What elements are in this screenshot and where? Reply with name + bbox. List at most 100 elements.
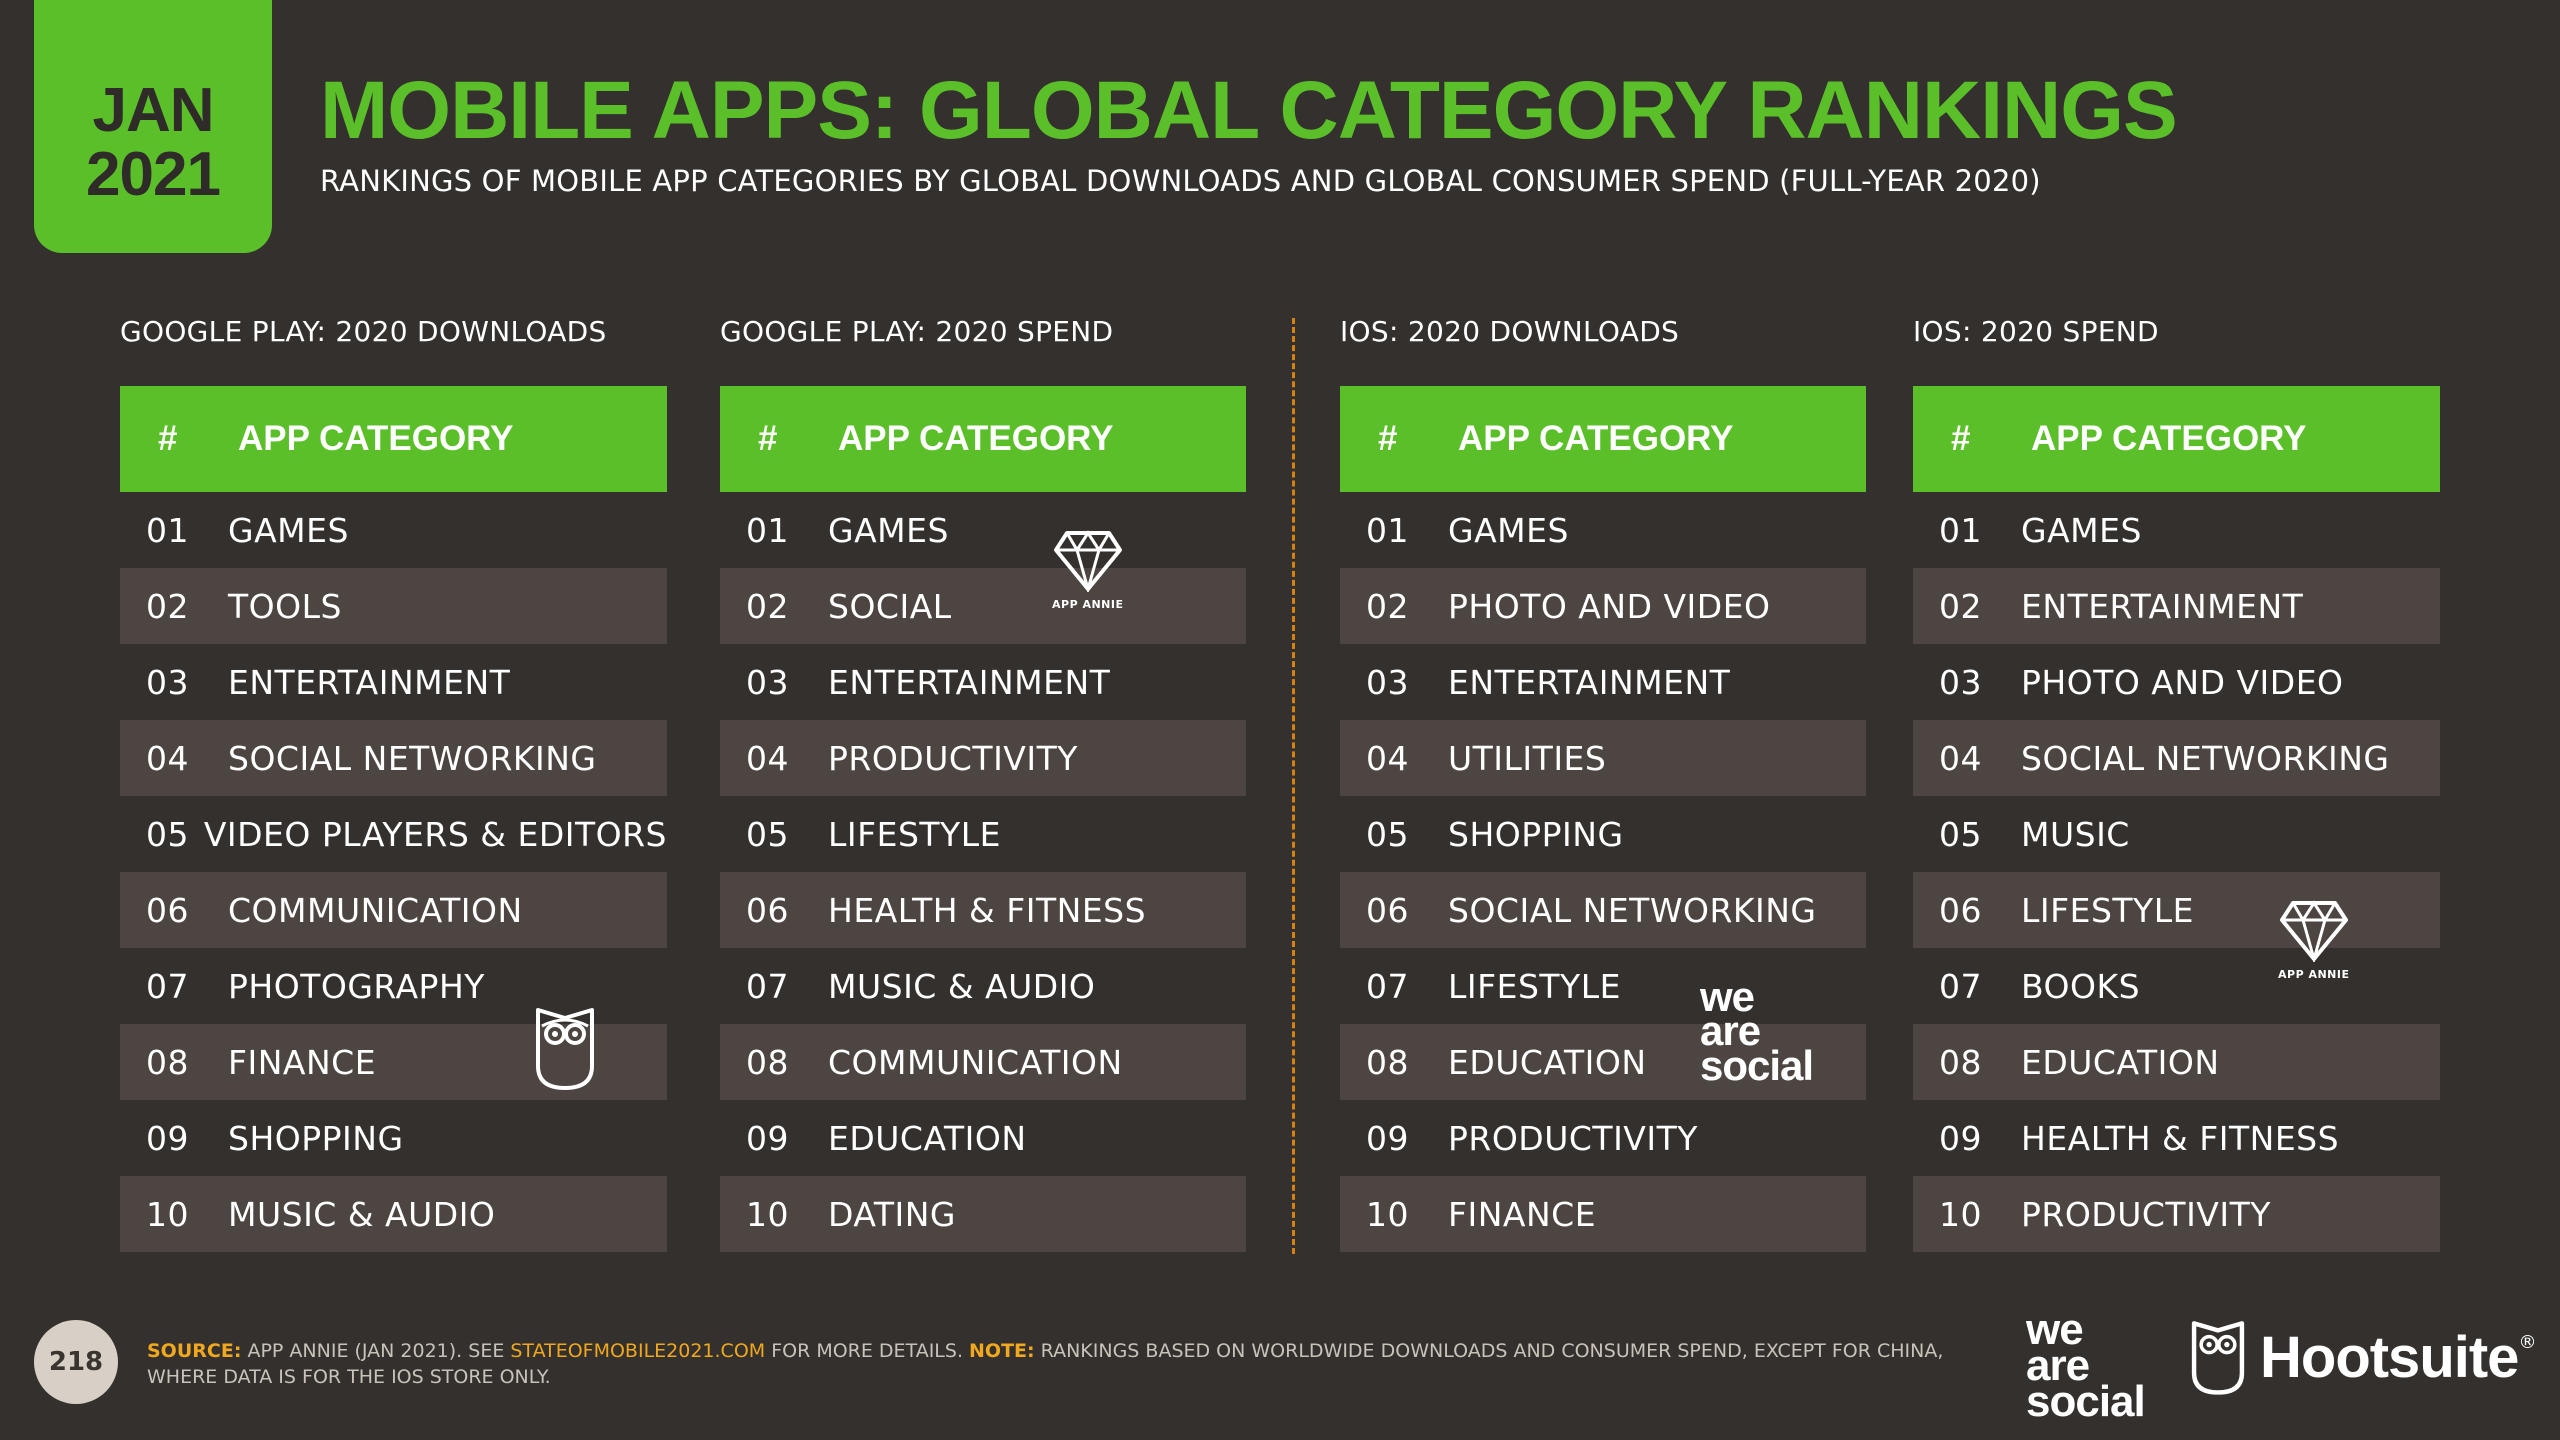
- row-category: MUSIC & AUDIO: [828, 966, 1096, 1006]
- table-row: 06 HEALTH & FITNESS: [720, 872, 1246, 948]
- row-rank: 09: [746, 1118, 789, 1158]
- row-rank: 03: [746, 662, 789, 702]
- row-rank: 08: [1939, 1042, 1982, 1082]
- page-title: MOBILE APPS: GLOBAL CATEGORY RANKINGS: [320, 65, 2178, 156]
- source-label: SOURCE:: [147, 1340, 242, 1362]
- was-word: we: [1700, 973, 1755, 1020]
- row-category: GAMES: [2021, 510, 2142, 550]
- row-rank: 05: [746, 814, 789, 854]
- table-row: 01 GAMES: [720, 492, 1246, 568]
- header-rank: #: [158, 419, 178, 458]
- was-word: are: [1700, 1007, 1761, 1055]
- table-row: 05 LIFESTYLE: [720, 796, 1246, 872]
- row-rank: 01: [146, 510, 189, 550]
- we-are-social-logo: we are social: [2026, 1305, 2146, 1423]
- table-row: 04 SOCIAL NETWORKING: [1913, 720, 2440, 796]
- row-category: PHOTOGRAPHY: [228, 966, 485, 1006]
- row-category: LIFESTYLE: [1448, 966, 1621, 1006]
- table-row: 04 SOCIAL NETWORKING: [120, 720, 667, 796]
- row-rank: 02: [746, 586, 789, 626]
- row-category: SHOPPING: [1448, 814, 1624, 854]
- row-rank: 07: [1939, 966, 1982, 1006]
- table-row: 07 MUSIC & AUDIO: [720, 948, 1246, 1024]
- row-category: EDUCATION: [2021, 1042, 2220, 1082]
- row-category: DATING: [828, 1194, 956, 1234]
- table-row: 06 SOCIAL NETWORKING: [1340, 872, 1866, 948]
- table-header: # APP CATEGORY: [120, 386, 667, 492]
- row-category: FINANCE: [1448, 1194, 1597, 1234]
- table-header: # APP CATEGORY: [1340, 386, 1866, 492]
- was-word: we: [2026, 1305, 2084, 1354]
- row-rank: 07: [146, 966, 189, 1006]
- row-rank: 05: [146, 814, 189, 854]
- table-row: 10 PRODUCTIVITY: [1913, 1176, 2440, 1252]
- row-rank: 04: [1366, 738, 1409, 778]
- source-text: FOR MORE DETAILS.: [765, 1340, 970, 1362]
- was-word: social: [1700, 1041, 1814, 1089]
- row-category: HEALTH & FITNESS: [2021, 1118, 2340, 1158]
- note-text: RANKINGS BASED ON WORLDWIDE DOWNLOADS AN…: [147, 1340, 1944, 1388]
- row-category: FINANCE: [228, 1042, 377, 1082]
- table-row: 01 GAMES: [1340, 492, 1866, 568]
- table-row: 07 BOOKS: [1913, 948, 2440, 1024]
- table-row: 02 TOOLS: [120, 568, 667, 644]
- table-row: 05 VIDEO PLAYERS & EDITORS: [120, 796, 667, 872]
- owl-icon: [2191, 1321, 2245, 1395]
- row-category: MUSIC & AUDIO: [228, 1194, 496, 1234]
- row-rank: 10: [1939, 1194, 1982, 1234]
- row-category: GAMES: [1448, 510, 1569, 550]
- table-row: 09 EDUCATION: [720, 1100, 1246, 1176]
- row-rank: 09: [1939, 1118, 1982, 1158]
- row-category: EDUCATION: [828, 1118, 1027, 1158]
- header-category: APP CATEGORY: [2031, 419, 2307, 458]
- table-header: # APP CATEGORY: [720, 386, 1246, 492]
- app-annie-label: APP ANNIE: [1052, 598, 1124, 611]
- app-annie-watermark: APP ANNIE: [2278, 900, 2350, 981]
- row-category: MUSIC: [2021, 814, 2130, 854]
- hootsuite-logo: Hootsuite ®: [2190, 1318, 2536, 1396]
- row-category: PRODUCTIVITY: [1448, 1118, 1698, 1158]
- header-category: APP CATEGORY: [1458, 419, 1734, 458]
- table-row: 05 SHOPPING: [1340, 796, 1866, 872]
- row-category: UTILITIES: [1448, 738, 1607, 778]
- row-rank: 06: [1939, 890, 1982, 930]
- row-rank: 05: [1939, 814, 1982, 854]
- table-row: 02 ENTERTAINMENT: [1913, 568, 2440, 644]
- row-rank: 03: [1366, 662, 1409, 702]
- row-category: GAMES: [828, 510, 949, 550]
- row-category: TOOLS: [228, 586, 342, 626]
- panel-title: GOOGLE PLAY: 2020 SPEND: [720, 315, 1114, 348]
- table-row: 08 EDUCATION: [1340, 1024, 1866, 1100]
- source-note: SOURCE: APP ANNIE (JAN 2021). SEE STATEO…: [147, 1338, 1977, 1390]
- row-category: GAMES: [228, 510, 349, 550]
- row-rank: 09: [146, 1118, 189, 1158]
- date-year: 2021: [86, 140, 221, 209]
- row-category: VIDEO PLAYERS & EDITORS: [203, 814, 667, 854]
- page-number: 218: [34, 1320, 118, 1404]
- row-category: SOCIAL NETWORKING: [1448, 890, 1817, 930]
- table-row: 02 SOCIAL: [720, 568, 1246, 644]
- row-category: ENTERTAINMENT: [228, 662, 511, 702]
- table-row: 04 PRODUCTIVITY: [720, 720, 1246, 796]
- table-row: 06 COMMUNICATION: [120, 872, 667, 948]
- section-divider: [1292, 318, 1295, 1254]
- source-link[interactable]: STATEOFMOBILE2021.COM: [510, 1340, 766, 1362]
- row-category: SOCIAL NETWORKING: [228, 738, 597, 778]
- panel-title: GOOGLE PLAY: 2020 DOWNLOADS: [120, 315, 607, 348]
- row-category: ENTERTAINMENT: [828, 662, 1111, 702]
- row-category: ENTERTAINMENT: [1448, 662, 1731, 702]
- page-subtitle: RANKINGS OF MOBILE APP CATEGORIES BY GLO…: [320, 164, 2041, 198]
- row-category: ENTERTAINMENT: [2021, 586, 2304, 626]
- header-rank: #: [1951, 419, 1971, 458]
- row-rank: 06: [746, 890, 789, 930]
- row-category: EDUCATION: [1448, 1042, 1647, 1082]
- row-category: SOCIAL NETWORKING: [2021, 738, 2390, 778]
- row-category: PRODUCTIVITY: [2021, 1194, 2271, 1234]
- header-category: APP CATEGORY: [238, 419, 514, 458]
- diamond-icon: [1053, 530, 1122, 592]
- diamond-icon: [2279, 900, 2348, 962]
- table-row: 05 MUSIC: [1913, 796, 2440, 872]
- row-category: PHOTO AND VIDEO: [2021, 662, 2344, 702]
- ranking-panel: IOS: 2020 SPEND # APP CATEGORY 01 GAMES 02 ENT…: [1913, 312, 2440, 1252]
- row-rank: 03: [1939, 662, 1982, 702]
